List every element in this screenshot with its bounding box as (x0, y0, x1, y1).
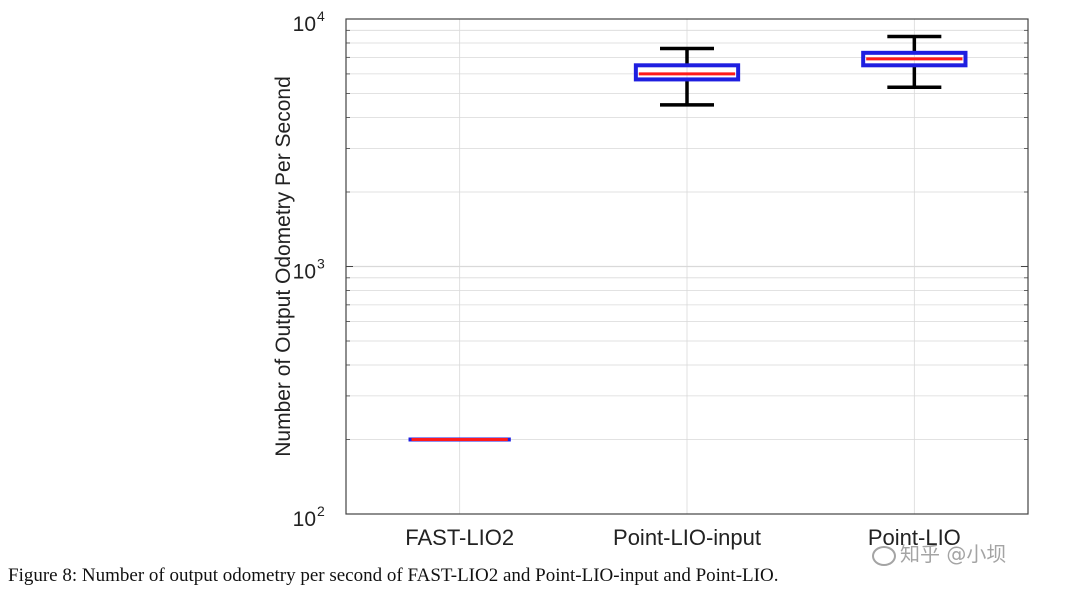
y-tick-label: 10 (293, 261, 316, 284)
y-axis-label: Number of Output Odometry Per Second (272, 76, 295, 457)
wechat-icon (872, 545, 896, 566)
watermark-text: 知乎 @小坝 (900, 542, 1007, 566)
y-tick-exponent: 2 (317, 503, 325, 519)
box-point-lio (861, 34, 968, 89)
box-iqr (861, 50, 968, 68)
x-category-label: Point-LIO-input (613, 525, 761, 550)
y-tick-label: 10 (293, 508, 316, 531)
y-tick-exponent: 3 (317, 256, 325, 272)
box-iqr (633, 63, 741, 82)
y-tick-exponent: 4 (317, 8, 325, 24)
box-series (408, 34, 968, 442)
y-tick-label: 10 (293, 13, 316, 36)
x-axis-category-labels: FAST-LIO2 Point-LIO-input Point-LIO (405, 525, 961, 550)
box-point-lio-input (633, 46, 741, 107)
x-category-label: FAST-LIO2 (405, 525, 514, 550)
watermark: 知乎 @小坝 (872, 538, 1006, 567)
figure-caption: Figure 8: Number of output odometry per … (8, 565, 779, 586)
